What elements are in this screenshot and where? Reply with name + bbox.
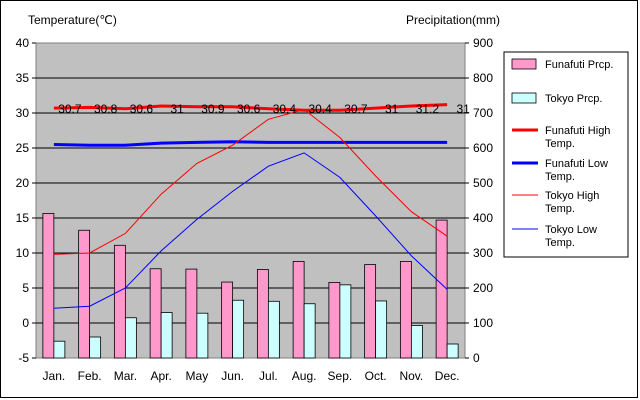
bar-funafuti-prcp: [42, 213, 55, 359]
x-tick-label: Jun.: [221, 369, 244, 383]
line-funafuti-low: [53, 140, 448, 147]
legend-swatch: [511, 92, 537, 104]
legend-swatch: [511, 58, 537, 70]
legend-label: Tokyo Low Temp.: [545, 224, 597, 249]
data-label: 31: [456, 102, 470, 116]
x-tick-label: Jan.: [43, 369, 66, 383]
data-label: 30.7: [58, 102, 82, 116]
line-funafuti-high: [53, 103, 448, 112]
right-tick-label: 300: [473, 246, 493, 260]
bar-funafuti-prcp: [113, 244, 126, 359]
left-axis-title: Temperature(℃): [28, 13, 117, 27]
left-tick-label: 5: [22, 281, 29, 295]
left-tick-label: 30: [16, 106, 30, 120]
bar-tokyo-prcp: [124, 317, 137, 359]
bar-funafuti-prcp: [185, 268, 198, 359]
data-label: 30.6: [237, 102, 261, 116]
data-label: 30.9: [201, 102, 225, 116]
legend-label: Tokyo Prcp.: [545, 93, 602, 105]
right-tick-label: 800: [473, 71, 493, 85]
x-tick-label: Mar.: [114, 369, 137, 383]
right-tick-label: 900: [473, 36, 493, 50]
data-label: 30.4: [308, 102, 332, 116]
right-tick-label: 200: [473, 281, 493, 295]
bar-tokyo-prcp: [232, 299, 245, 359]
x-tick-label: Sep.: [328, 369, 353, 383]
bar-tokyo-prcp: [339, 284, 352, 359]
left-tick-label: 15: [16, 211, 30, 225]
x-tick-label: Nov.: [399, 369, 423, 383]
left-tick-label: 25: [16, 141, 30, 155]
bar-tokyo-prcp: [89, 336, 102, 359]
right-tick-label: 100: [473, 316, 493, 330]
left-tick-label: 20: [16, 176, 30, 190]
data-label: 30.8: [94, 102, 118, 116]
legend-label: Funafuti Low Temp.: [545, 158, 608, 183]
bar-funafuti-prcp: [78, 229, 91, 359]
bar-funafuti-prcp: [149, 268, 162, 359]
left-tick-label: -5: [18, 351, 29, 365]
bar-tokyo-prcp: [53, 340, 66, 359]
bar-tokyo-prcp: [267, 300, 280, 359]
left-tick-label: 10: [16, 246, 30, 260]
x-tick-label: Apr.: [150, 369, 171, 383]
x-tick-label: May: [186, 369, 209, 383]
data-label: 30.6: [130, 102, 154, 116]
line-tokyo-low: [53, 152, 448, 309]
bar-tokyo-prcp: [410, 325, 423, 359]
bar-tokyo-prcp: [160, 312, 173, 359]
bar-funafuti-prcp: [292, 260, 305, 359]
bar-funafuti-prcp: [221, 281, 234, 359]
data-label: 30.7: [344, 102, 368, 116]
data-label: 31: [170, 102, 184, 116]
bar-funafuti-prcp: [399, 260, 412, 359]
legend-label: Funafuti High Temp.: [545, 125, 610, 150]
x-tick-label: Jul.: [259, 369, 278, 383]
bar-funafuti-prcp: [328, 281, 341, 359]
right-tick-label: 500: [473, 176, 493, 190]
bar-tokyo-prcp: [375, 300, 388, 359]
legend-label: Tokyo High Temp.: [545, 190, 599, 215]
x-tick-label: Feb.: [78, 369, 102, 383]
legend-label: Funafuti Prcp.: [545, 59, 613, 71]
right-tick-label: 0: [473, 351, 480, 365]
line-tokyo-high: [53, 108, 448, 255]
x-tick-label: Dec.: [435, 369, 460, 383]
x-tick-label: Aug.: [292, 369, 317, 383]
bar-funafuti-prcp: [256, 269, 269, 359]
left-tick-label: 40: [16, 36, 30, 50]
bar-tokyo-prcp: [196, 312, 209, 359]
right-tick-label: 700: [473, 106, 493, 120]
data-label: 30.4: [273, 102, 297, 116]
data-label: 31: [385, 102, 399, 116]
bar-funafuti-prcp: [364, 264, 377, 359]
left-tick-label: 35: [16, 71, 30, 85]
right-axis-title: Precipitation(mm): [406, 13, 500, 27]
bar-tokyo-prcp: [446, 343, 459, 359]
data-label: 31.2: [416, 102, 440, 116]
bar-tokyo-prcp: [303, 303, 316, 359]
plot-area: [35, 42, 466, 359]
x-tick-label: Oct.: [365, 369, 387, 383]
right-tick-label: 400: [473, 211, 493, 225]
bar-funafuti-prcp: [435, 219, 448, 359]
legend-box: [503, 51, 629, 258]
left-tick-label: 0: [22, 316, 29, 330]
right-tick-label: 600: [473, 141, 493, 155]
